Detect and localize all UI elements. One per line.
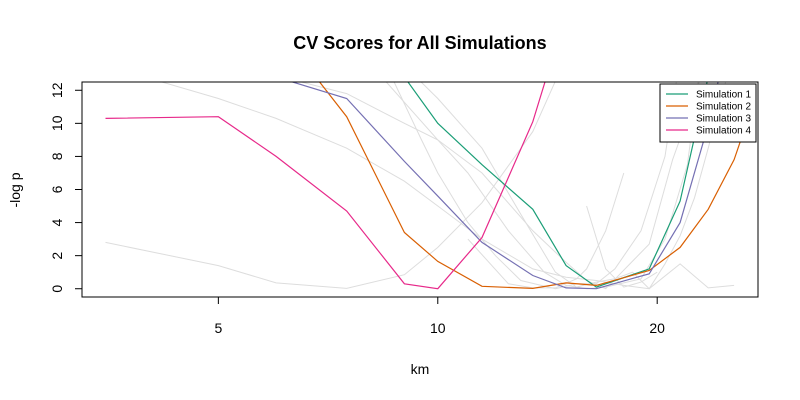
y-tick-label: 8 — [49, 152, 65, 160]
legend-label-simulation-3: Simulation 3 — [696, 114, 751, 125]
series-line-simulation-2 — [318, 82, 753, 290]
x-tick-label: 10 — [430, 320, 446, 336]
background-series-line-5 — [393, 82, 677, 290]
x-axis: 5 10 20 — [214, 296, 665, 336]
x-axis-label: km — [411, 361, 430, 377]
background-series-line-8 — [586, 205, 658, 288]
y-tick-label: 0 — [49, 285, 65, 293]
y-tick-label: 10 — [49, 115, 65, 131]
y-tick-label: 6 — [49, 185, 65, 193]
legend-label-simulation-4: Simulation 4 — [696, 126, 751, 137]
series-line-simulation-3 — [290, 82, 719, 290]
y-axis-label: -log p — [7, 172, 23, 207]
legend-label-simulation-2: Simulation 2 — [696, 102, 751, 113]
background-series-line-2 — [160, 82, 735, 290]
background-series-line-1 — [105, 82, 556, 289]
y-tick-label: 4 — [49, 218, 65, 226]
background-series-line-4 — [384, 82, 699, 290]
y-axis: 0 2 4 6 8 10 12 — [49, 82, 83, 293]
chart-title: CV Scores for All Simulations — [293, 33, 546, 53]
y-tick-label: 2 — [49, 252, 65, 260]
x-tick-label: 20 — [649, 320, 665, 336]
legend-label-simulation-1: Simulation 1 — [696, 90, 751, 101]
series-line-simulation-1 — [407, 82, 708, 288]
y-tick-label: 12 — [49, 82, 65, 98]
background-series-line-6 — [420, 82, 727, 290]
simulation-series-group — [105, 82, 753, 290]
background-series-line-3 — [298, 82, 700, 290]
series-line-simulation-4 — [105, 82, 546, 290]
x-tick-label: 5 — [214, 320, 222, 336]
